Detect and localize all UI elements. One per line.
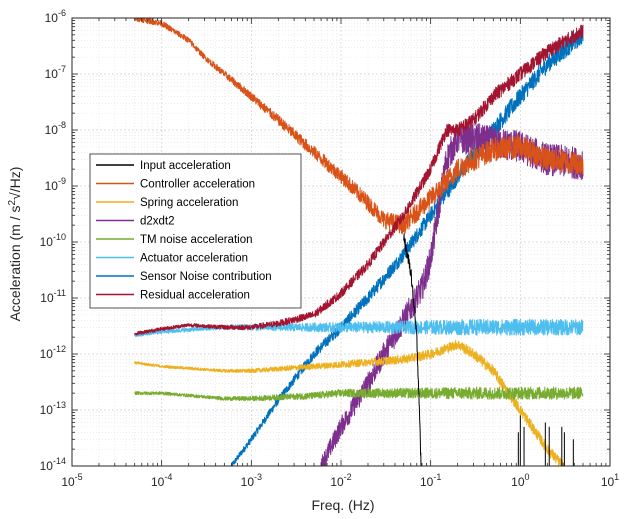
y-tick-label-exponent: -6 <box>58 8 66 18</box>
series-line-5 <box>134 318 584 337</box>
y-axis-label-sqrt: √ <box>7 192 23 200</box>
legend-label-0: Input acceleration <box>140 160 231 172</box>
y-tick-label-base: 10 <box>45 11 59 25</box>
x-tick-label: 10-4 <box>151 472 172 489</box>
x-tick-label: 100 <box>511 472 529 489</box>
y-tick-label-exponent: -10 <box>53 232 66 242</box>
axis-ticks <box>71 17 611 467</box>
y-tick-label-base: 10 <box>40 403 54 417</box>
y-tick-label-exponent: -13 <box>53 400 66 410</box>
x-tick-label: 10-3 <box>241 472 262 489</box>
y-tick-label-base: 10 <box>40 459 54 473</box>
legend-label-7: Residual acceleration <box>140 290 250 302</box>
x-tick-label-base: 10 <box>241 475 255 489</box>
y-tick-label: 10-13 <box>40 400 66 417</box>
y-tick-label-exponent: -9 <box>58 176 66 186</box>
y-tick-labels: 10-1410-1310-1210-1110-1010-910-810-710-… <box>40 8 66 473</box>
legend-label-5: Actuator acceleration <box>140 253 248 265</box>
series-line-7 <box>134 24 584 336</box>
x-tick-label-exponent: -1 <box>433 472 441 482</box>
x-tick-label: 101 <box>601 472 619 489</box>
y-axis-label-main: Acceleration (m / s <box>7 205 23 321</box>
y-tick-label-exponent: -14 <box>53 456 66 466</box>
series-line-2 <box>134 339 564 466</box>
x-tick-labels: 10-5 10-4 10-3 10-2 10-1 100 101 <box>61 472 619 489</box>
x-tick-label-exponent: -3 <box>254 472 262 482</box>
y-axis-label-superscript: 2 <box>7 199 18 205</box>
x-tick-label: 10-1 <box>420 472 441 489</box>
y-tick-label-exponent: -12 <box>53 344 66 354</box>
x-tick-label-base: 10 <box>601 475 615 489</box>
x-tick-label-exponent: -5 <box>75 472 83 482</box>
x-tick-label-exponent: 0 <box>525 472 530 482</box>
y-tick-label: 10-14 <box>40 456 66 473</box>
y-tick-label-base: 10 <box>40 347 54 361</box>
y-tick-label-exponent: -8 <box>58 120 66 130</box>
x-tick-label: 10-2 <box>330 472 351 489</box>
x-tick-label-base: 10 <box>61 475 75 489</box>
y-tick-label-exponent: -11 <box>54 288 66 298</box>
legend: Input acceleration Controller acceleratio… <box>89 153 302 309</box>
y-tick-label: 10-10 <box>40 232 66 249</box>
y-tick-label: 10-12 <box>40 344 66 361</box>
y-tick-label: 10-11 <box>40 288 66 305</box>
series-line-0 <box>403 233 422 466</box>
series-line-6 <box>230 26 584 466</box>
series-layer <box>134 18 584 466</box>
x-tick-label-exponent: 1 <box>614 472 619 482</box>
x-tick-label: 10-5 <box>61 472 82 489</box>
legend-label-1: Controller acceleration <box>140 179 255 191</box>
x-tick-label-base: 10 <box>511 475 525 489</box>
x-axis-label: Freq. (Hz) <box>312 497 375 513</box>
y-tick-label-base: 10 <box>45 67 59 81</box>
legend-box <box>89 153 302 309</box>
legend-label-6: Sensor Noise contribution <box>140 271 272 283</box>
x-tick-label-base: 10 <box>330 475 344 489</box>
series-line-4 <box>134 386 584 402</box>
y-tick-label: 10-8 <box>45 120 66 137</box>
x-tick-label-exponent: -4 <box>164 472 172 482</box>
x-tick-label-base: 10 <box>420 475 434 489</box>
legend-label-3: d2xdt2 <box>140 216 175 228</box>
y-tick-label: 10-9 <box>45 176 66 193</box>
y-tick-label-exponent: -7 <box>58 64 66 74</box>
y-tick-label: 10-6 <box>45 8 66 25</box>
y-tick-label: 10-7 <box>45 64 66 81</box>
x-tick-label-base: 10 <box>151 475 165 489</box>
legend-label-4: TM noise acceleration <box>140 234 253 246</box>
legend-label-2: Spring acceleration <box>140 197 238 209</box>
series-line-1 <box>134 18 584 235</box>
y-axis-label: Acceleration (m / s2√/Hz) <box>7 167 24 322</box>
y-tick-label-base: 10 <box>45 123 59 137</box>
y-tick-label-base: 10 <box>40 235 54 249</box>
legend-entries: Input acceleration Controller acceleratio… <box>96 160 272 302</box>
y-axis-label-tail: /Hz) <box>7 167 23 193</box>
y-tick-label-base: 10 <box>40 291 54 305</box>
y-tick-label-base: 10 <box>45 179 59 193</box>
x-tick-label-exponent: -2 <box>344 472 352 482</box>
